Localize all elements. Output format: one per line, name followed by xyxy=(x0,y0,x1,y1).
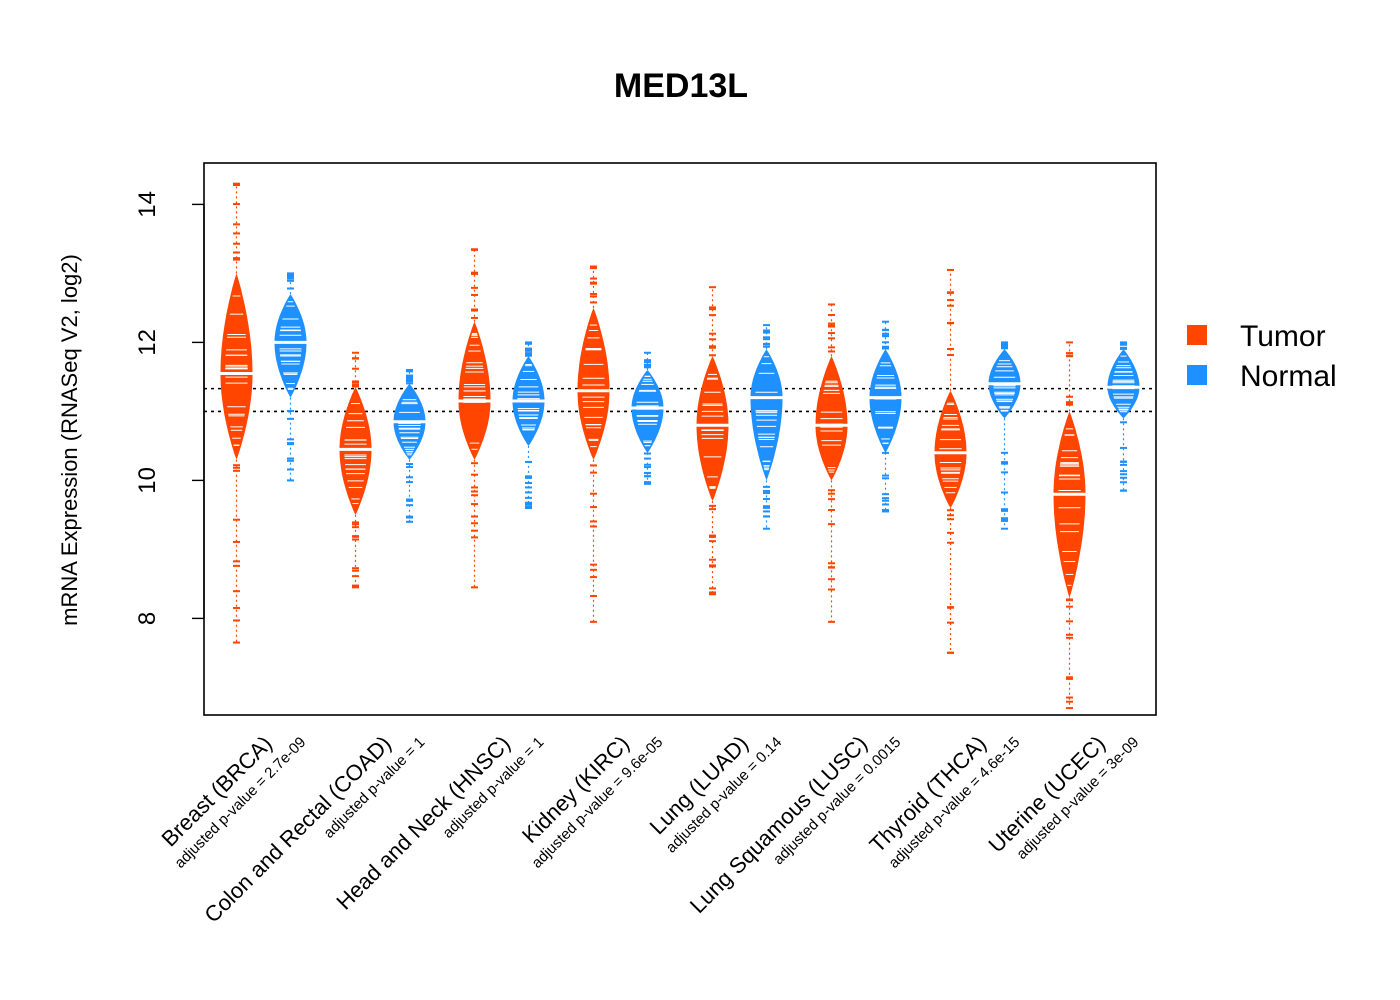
tumor-2-inner-ticks xyxy=(344,403,367,504)
category-group-3 xyxy=(456,248,547,589)
category-group-8 xyxy=(1051,341,1142,710)
tumor-2-violin xyxy=(339,387,372,515)
tumor-7-tail-points xyxy=(947,268,954,654)
tumor-4-tail-points xyxy=(590,265,597,623)
tumor-1-inner-ticks xyxy=(225,295,248,446)
y-axis-label: mRNA Expression (RNASeq V2, log2) xyxy=(57,254,82,626)
tumor-8-violin xyxy=(1053,411,1086,598)
tumor-2-tail-points xyxy=(352,351,359,589)
normal-8-violin xyxy=(1107,349,1140,419)
normal-5-tail-points xyxy=(763,324,770,530)
normal-4-tail-points xyxy=(644,351,651,485)
category-group-1 xyxy=(218,182,309,644)
legend-label-normal: Normal xyxy=(1240,360,1337,393)
y-axis: 8 10 12 14 xyxy=(134,191,205,625)
category-group-6 xyxy=(813,303,904,623)
legend-swatch-normal xyxy=(1187,365,1207,385)
category-group-4 xyxy=(575,265,666,623)
normal-3-inner-ticks xyxy=(517,363,540,431)
normal-2-tail-points xyxy=(406,369,413,523)
tumor-8-inner-ticks xyxy=(1058,428,1081,586)
normal-6-tail-points xyxy=(882,320,889,513)
normal-1-violin xyxy=(274,294,307,398)
tumor-6-tail-points xyxy=(828,303,835,623)
tumor-7-violin xyxy=(934,390,967,508)
legend-swatch-tumor xyxy=(1187,325,1207,345)
y-tick-label-14: 14 xyxy=(134,191,161,218)
category-group-5 xyxy=(694,286,785,596)
tumor-5-tail-points xyxy=(709,286,716,596)
normal-6-violin xyxy=(869,349,902,453)
legend: Tumor Normal xyxy=(1187,320,1337,393)
tumor-4-violin xyxy=(577,307,610,460)
chart-title: MED13L xyxy=(614,67,748,105)
normal-7-tail-points xyxy=(1001,341,1008,530)
normal-1-tail-points xyxy=(287,272,294,482)
tumor-7-inner-ticks xyxy=(939,402,962,494)
tumor-8-tail-points xyxy=(1066,341,1073,710)
tumor-5-inner-ticks xyxy=(701,373,724,489)
x-axis-labels: Breast (BRCA)adjusted p-value = 2.7e-09C… xyxy=(156,731,1142,928)
normal-8-tail-points xyxy=(1120,341,1127,492)
normal-5-inner-ticks xyxy=(755,356,778,471)
tumor-3-tail-points xyxy=(471,248,478,589)
tumor-1-tail-points xyxy=(233,182,240,644)
normal-3-tail-points xyxy=(525,341,532,509)
y-tick-label-8: 8 xyxy=(134,612,161,625)
normal-6-inner-ticks xyxy=(874,362,897,444)
plot-area xyxy=(204,182,1156,710)
y-tick-label-10: 10 xyxy=(134,467,161,494)
category-group-2 xyxy=(337,351,428,589)
normal-4-violin xyxy=(631,370,664,453)
category-group-7 xyxy=(932,268,1023,654)
tumor-4-inner-ticks xyxy=(582,324,605,448)
normal-1-inner-ticks xyxy=(279,301,302,390)
legend-label-tumor: Tumor xyxy=(1240,320,1326,353)
y-tick-label-12: 12 xyxy=(134,329,161,356)
